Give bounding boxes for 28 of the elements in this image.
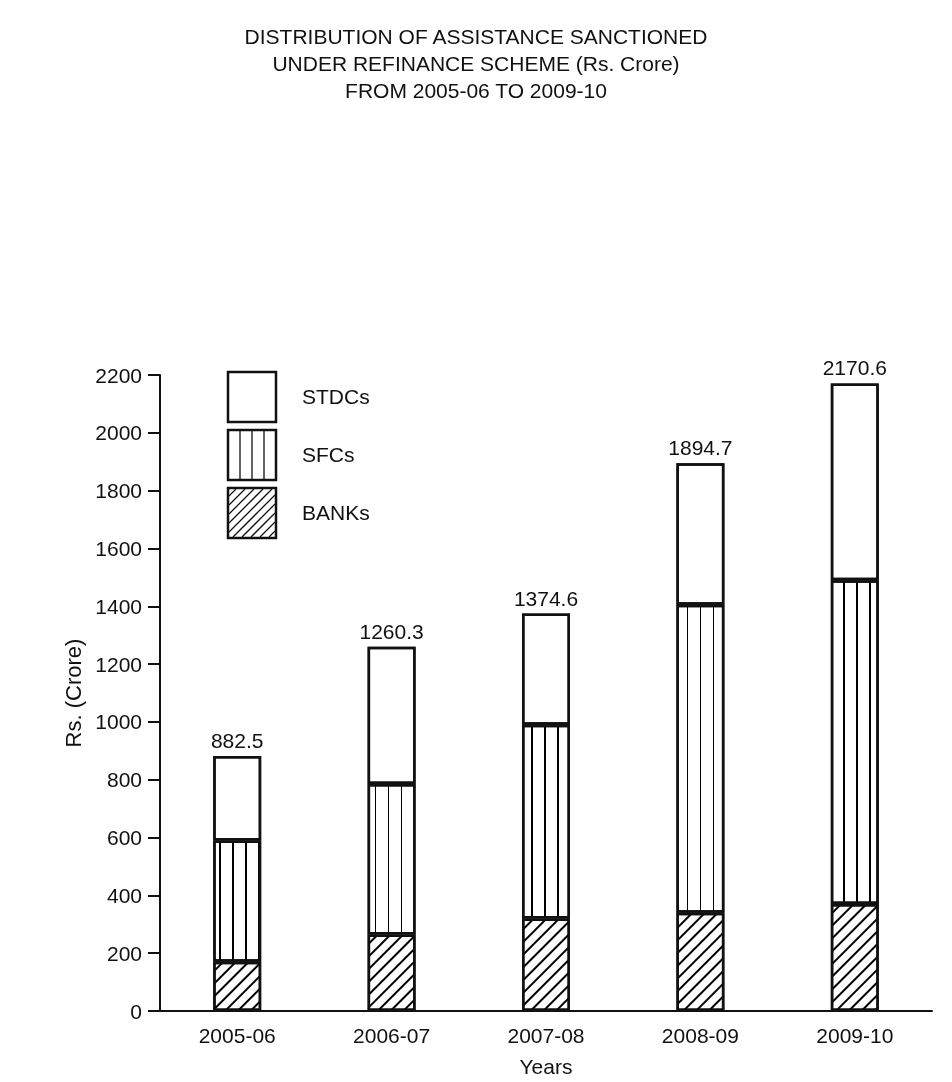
y-tick-label: 2200	[95, 363, 142, 387]
y-tick-label: 1200	[95, 652, 142, 676]
total-label: 882.5	[210, 728, 264, 752]
y-tick-label: 1600	[95, 536, 142, 560]
y-tick-label: 200	[106, 941, 142, 965]
total-label: 1374.6	[513, 586, 579, 610]
x-tick-label: 2005-06	[198, 1024, 276, 1047]
total-label: 1260.3	[359, 619, 424, 643]
x-tick-label: 2009-10	[816, 1024, 894, 1047]
y-tick-label: 800	[106, 768, 142, 792]
legend-label: SFCs	[302, 443, 355, 467]
total-label: 1894.7	[668, 436, 733, 460]
y-tick-label: 0	[130, 999, 142, 1023]
y-tick-label: 1000	[95, 710, 142, 734]
legend-label: BANKs	[302, 501, 370, 525]
y-tick-label: 600	[106, 826, 142, 850]
x-tick-label: 2008-09	[661, 1024, 739, 1047]
y-tick-label: 2000	[95, 421, 142, 445]
y-tick-label: 1800	[95, 479, 142, 503]
y-axis-title: Rs. (Crore)	[60, 638, 86, 748]
chart-title: DISTRIBUTION OF ASSISTANCE SANCTIONED UNDER REFINANCE SCHEME (Rs. Crore) FROM 2005-06 TO 2009-10	[244, 25, 708, 102]
x-axis-title: Years	[519, 1055, 573, 1078]
legend-label: STDCs	[302, 385, 370, 409]
x-tick-label: 2006-07	[353, 1024, 431, 1047]
y-tick-label: 1400	[95, 594, 142, 618]
y-tick-label: 400	[106, 883, 142, 907]
total-label: 2170.6	[822, 356, 887, 380]
x-tick-label: 2007-08	[507, 1024, 585, 1047]
